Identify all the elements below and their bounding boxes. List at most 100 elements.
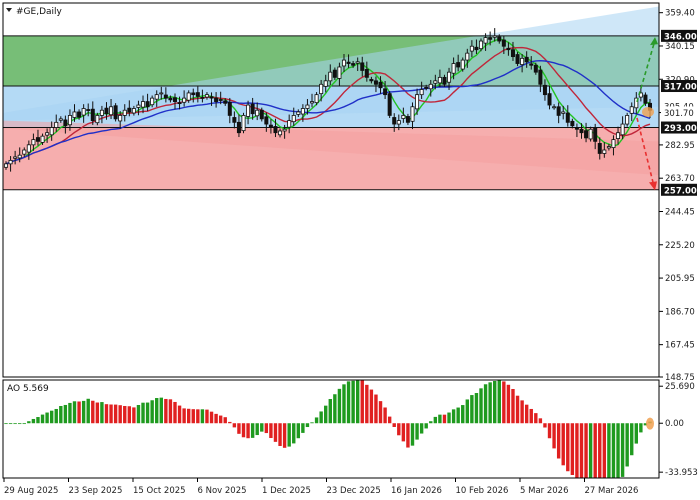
candle-up (58, 118, 63, 121)
time-tick-label: 10 Feb 2026 (456, 486, 509, 496)
ao-bar-down (401, 423, 406, 442)
candle-down (593, 127, 598, 142)
candle-up (278, 130, 283, 136)
ao-bar-up (456, 407, 460, 424)
candle-up (451, 63, 456, 74)
ao-bar-up (415, 423, 419, 440)
ao-bar-down (237, 423, 241, 434)
candle-up (122, 109, 127, 116)
price-tick-label: 167.45 (665, 341, 695, 351)
forecast-up-arrow (636, 39, 656, 103)
ao-bar-up (49, 410, 54, 424)
awesome-oscillator-pane[interactable] (2, 378, 660, 491)
ao-bar-up (305, 423, 310, 428)
ao-bar-down (223, 417, 227, 424)
candle-up (483, 37, 488, 44)
candle-up (99, 109, 104, 116)
candle-down (506, 47, 511, 51)
candle-down (346, 61, 351, 64)
candle-up (241, 115, 246, 132)
ao-bar-up (324, 405, 328, 424)
candle-up (323, 80, 328, 87)
ao-bar-up (447, 412, 451, 424)
candle-up (634, 97, 639, 109)
candle-down (392, 117, 397, 125)
candle-up (588, 128, 593, 140)
ao-bar-down (547, 423, 552, 439)
ao-bar-up (630, 423, 634, 456)
ao-bar-down (524, 404, 529, 424)
candle-down (542, 84, 547, 96)
candle-up (49, 127, 54, 136)
ao-bar-up (429, 421, 433, 424)
ao-bar-down (273, 423, 278, 442)
ao-bar-down (123, 405, 127, 424)
ao-tick-label: 25.690 (665, 382, 695, 392)
time-tick-label: 15 Oct 2025 (133, 486, 186, 496)
candle-down (163, 94, 168, 99)
ao-bar-down (392, 423, 396, 427)
candle-down (497, 36, 502, 42)
ao-bar-down (602, 423, 607, 478)
candle-down (145, 101, 150, 108)
ao-bar-down (520, 400, 524, 424)
candle-down (378, 81, 383, 89)
candle-up (561, 111, 566, 114)
ao-bar-down (360, 380, 364, 424)
main-price-pane[interactable] (2, 2, 660, 378)
ao-bar-up (81, 400, 86, 424)
ao-bar-down (378, 401, 383, 424)
candle-down (515, 54, 520, 64)
candle-down (369, 79, 374, 82)
ao-bar-down (196, 409, 200, 424)
candle-up (447, 71, 452, 83)
candle-up (291, 115, 296, 123)
candle-down (456, 62, 461, 68)
price-tick-label: 359.40 (665, 9, 695, 19)
ao-bar-down (91, 400, 95, 424)
candle-up (154, 94, 159, 100)
ao-bar-up (607, 423, 611, 478)
ao-bar-down (118, 405, 122, 424)
ao-bar-down (182, 408, 186, 424)
candle-up (328, 71, 333, 82)
time-tick-label: 5 Mar 2026 (520, 486, 568, 496)
ao-bar-up (588, 423, 593, 478)
ao-bar-down (282, 423, 287, 448)
candle-down (533, 64, 538, 73)
ao-bar-down (515, 395, 520, 424)
candle-down (35, 137, 40, 142)
ao-bar-up (150, 400, 154, 424)
ao-bar-down (191, 409, 195, 424)
ao-bar-down (246, 423, 250, 439)
candle-down (195, 92, 200, 97)
candle-up (159, 92, 164, 95)
candle-up (287, 120, 292, 128)
price-tick-label: 244.45 (665, 207, 695, 217)
candle-down (104, 107, 109, 115)
candle-down (373, 80, 378, 85)
fast-ma-line (5, 38, 651, 165)
ao-indicator-label: AO 5.569 (7, 384, 49, 394)
ao-bar-down (95, 402, 100, 424)
candle-up (31, 139, 36, 146)
ao-bar-up (31, 418, 36, 424)
ao-bar-down (365, 384, 369, 424)
level-tag-4 (661, 121, 697, 134)
candle-down (236, 121, 241, 134)
level-tag-1 (661, 80, 697, 93)
ao-bar-down (534, 413, 538, 424)
candle-up (341, 59, 346, 67)
ao-bar-down (579, 423, 584, 478)
candle-down (556, 106, 561, 116)
price-tick-label: 225.20 (665, 241, 695, 251)
collapse-triangle-icon[interactable] (6, 8, 12, 12)
ao-bar-up (474, 393, 479, 424)
candle-up (606, 146, 611, 149)
candle-down (172, 97, 177, 102)
ao-bar-down (502, 381, 506, 424)
candle-up (22, 149, 27, 155)
ao-pane-border (2, 379, 660, 479)
